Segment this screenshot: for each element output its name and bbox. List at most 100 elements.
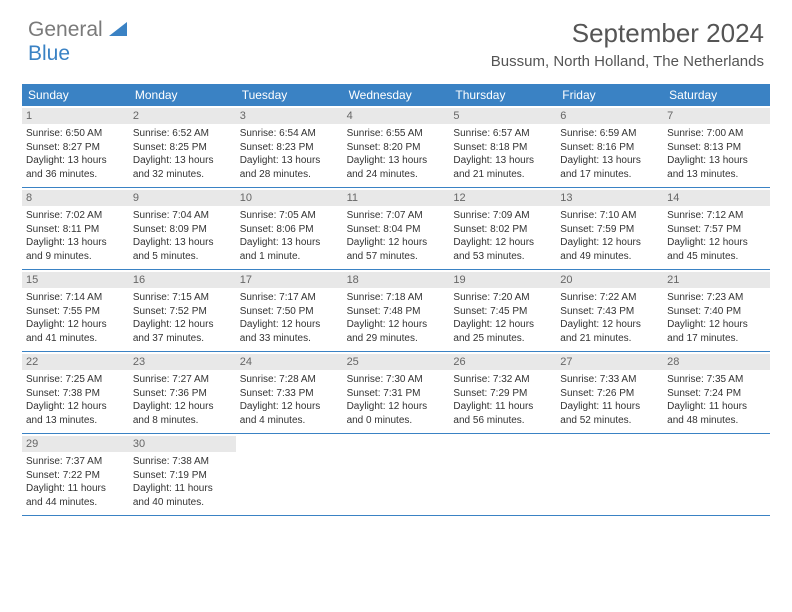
sunset-line: Sunset: 7:24 PM <box>667 387 766 401</box>
logo-triangle-icon <box>109 22 127 36</box>
header: General Blue September 2024 Bussum, Nort… <box>0 0 792 76</box>
day-cell: 24Sunrise: 7:28 AMSunset: 7:33 PMDayligh… <box>236 352 343 433</box>
day-cell: 26Sunrise: 7:32 AMSunset: 7:29 PMDayligh… <box>449 352 556 433</box>
sunset-line: Sunset: 7:36 PM <box>133 387 232 401</box>
week-row: 1Sunrise: 6:50 AMSunset: 8:27 PMDaylight… <box>22 106 770 188</box>
day-number: 18 <box>343 272 450 288</box>
sunset-line: Sunset: 7:33 PM <box>240 387 339 401</box>
sunrise-line: Sunrise: 7:05 AM <box>240 209 339 223</box>
daylight-line-2: and 36 minutes. <box>26 168 125 182</box>
sunrise-line: Sunrise: 7:33 AM <box>560 373 659 387</box>
daylight-line-2: and 4 minutes. <box>240 414 339 428</box>
daylight-line-2: and 28 minutes. <box>240 168 339 182</box>
sunset-line: Sunset: 8:02 PM <box>453 223 552 237</box>
daylight-line-2: and 45 minutes. <box>667 250 766 264</box>
day-cell: 8Sunrise: 7:02 AMSunset: 8:11 PMDaylight… <box>22 188 129 269</box>
sunset-line: Sunset: 8:06 PM <box>240 223 339 237</box>
sunset-line: Sunset: 7:57 PM <box>667 223 766 237</box>
sunrise-line: Sunrise: 7:18 AM <box>347 291 446 305</box>
daylight-line-1: Daylight: 12 hours <box>667 318 766 332</box>
daylight-line-2: and 21 minutes. <box>453 168 552 182</box>
day-number: 29 <box>22 436 129 452</box>
sunrise-line: Sunrise: 7:10 AM <box>560 209 659 223</box>
day-cell: 12Sunrise: 7:09 AMSunset: 8:02 PMDayligh… <box>449 188 556 269</box>
daylight-line-1: Daylight: 12 hours <box>240 318 339 332</box>
sunset-line: Sunset: 8:16 PM <box>560 141 659 155</box>
sunset-line: Sunset: 8:27 PM <box>26 141 125 155</box>
day-number: 21 <box>663 272 770 288</box>
daylight-line-2: and 13 minutes. <box>26 414 125 428</box>
daylight-line-1: Daylight: 11 hours <box>560 400 659 414</box>
sunrise-line: Sunrise: 7:32 AM <box>453 373 552 387</box>
daylight-line-2: and 5 minutes. <box>133 250 232 264</box>
daylight-line-1: Daylight: 13 hours <box>347 154 446 168</box>
daylight-line-2: and 53 minutes. <box>453 250 552 264</box>
day-number: 6 <box>556 108 663 124</box>
day-number: 16 <box>129 272 236 288</box>
day-cell: 21Sunrise: 7:23 AMSunset: 7:40 PMDayligh… <box>663 270 770 351</box>
weekday-header: Thursday <box>449 84 556 106</box>
day-number: 23 <box>129 354 236 370</box>
calendar: SundayMondayTuesdayWednesdayThursdayFrid… <box>22 84 770 516</box>
day-cell: 15Sunrise: 7:14 AMSunset: 7:55 PMDayligh… <box>22 270 129 351</box>
sunrise-line: Sunrise: 7:07 AM <box>347 209 446 223</box>
sunrise-line: Sunrise: 7:38 AM <box>133 455 232 469</box>
weekday-header: Saturday <box>663 84 770 106</box>
day-cell: 3Sunrise: 6:54 AMSunset: 8:23 PMDaylight… <box>236 106 343 187</box>
day-number: 7 <box>663 108 770 124</box>
daylight-line-1: Daylight: 11 hours <box>453 400 552 414</box>
day-number: 26 <box>449 354 556 370</box>
daylight-line-2: and 52 minutes. <box>560 414 659 428</box>
weekday-header-row: SundayMondayTuesdayWednesdayThursdayFrid… <box>22 84 770 106</box>
daylight-line-1: Daylight: 12 hours <box>560 236 659 250</box>
daylight-line-2: and 0 minutes. <box>347 414 446 428</box>
sunset-line: Sunset: 7:45 PM <box>453 305 552 319</box>
day-cell: 11Sunrise: 7:07 AMSunset: 8:04 PMDayligh… <box>343 188 450 269</box>
sunset-line: Sunset: 8:23 PM <box>240 141 339 155</box>
daylight-line-2: and 32 minutes. <box>133 168 232 182</box>
day-cell: 18Sunrise: 7:18 AMSunset: 7:48 PMDayligh… <box>343 270 450 351</box>
day-number: 15 <box>22 272 129 288</box>
day-cell: 7Sunrise: 7:00 AMSunset: 8:13 PMDaylight… <box>663 106 770 187</box>
sunrise-line: Sunrise: 7:00 AM <box>667 127 766 141</box>
logo-text-general: General <box>28 18 103 41</box>
sunset-line: Sunset: 7:19 PM <box>133 469 232 483</box>
sunrise-line: Sunrise: 7:35 AM <box>667 373 766 387</box>
sunrise-line: Sunrise: 6:54 AM <box>240 127 339 141</box>
daylight-line-1: Daylight: 12 hours <box>347 400 446 414</box>
sunset-line: Sunset: 8:09 PM <box>133 223 232 237</box>
day-number: 3 <box>236 108 343 124</box>
day-cell <box>449 434 556 515</box>
weekday-header: Friday <box>556 84 663 106</box>
daylight-line-1: Daylight: 13 hours <box>453 154 552 168</box>
sunset-line: Sunset: 7:26 PM <box>560 387 659 401</box>
daylight-line-1: Daylight: 13 hours <box>667 154 766 168</box>
daylight-line-2: and 17 minutes. <box>560 168 659 182</box>
logo-text-blue: Blue <box>28 42 70 65</box>
daylight-line-1: Daylight: 13 hours <box>26 236 125 250</box>
daylight-line-2: and 24 minutes. <box>347 168 446 182</box>
day-number: 2 <box>129 108 236 124</box>
sunrise-line: Sunrise: 7:28 AM <box>240 373 339 387</box>
sunset-line: Sunset: 8:20 PM <box>347 141 446 155</box>
daylight-line-1: Daylight: 12 hours <box>560 318 659 332</box>
day-cell: 27Sunrise: 7:33 AMSunset: 7:26 PMDayligh… <box>556 352 663 433</box>
daylight-line-1: Daylight: 12 hours <box>240 400 339 414</box>
sunrise-line: Sunrise: 6:59 AM <box>560 127 659 141</box>
day-number: 13 <box>556 190 663 206</box>
day-cell: 16Sunrise: 7:15 AMSunset: 7:52 PMDayligh… <box>129 270 236 351</box>
daylight-line-2: and 21 minutes. <box>560 332 659 346</box>
day-cell: 13Sunrise: 7:10 AMSunset: 7:59 PMDayligh… <box>556 188 663 269</box>
daylight-line-2: and 33 minutes. <box>240 332 339 346</box>
daylight-line-1: Daylight: 12 hours <box>453 236 552 250</box>
day-cell: 19Sunrise: 7:20 AMSunset: 7:45 PMDayligh… <box>449 270 556 351</box>
sunset-line: Sunset: 7:48 PM <box>347 305 446 319</box>
daylight-line-2: and 17 minutes. <box>667 332 766 346</box>
logo: General Blue <box>28 18 127 66</box>
sunrise-line: Sunrise: 6:55 AM <box>347 127 446 141</box>
daylight-line-1: Daylight: 13 hours <box>240 236 339 250</box>
daylight-line-1: Daylight: 13 hours <box>133 236 232 250</box>
daylight-line-2: and 48 minutes. <box>667 414 766 428</box>
daylight-line-1: Daylight: 12 hours <box>133 400 232 414</box>
daylight-line-2: and 57 minutes. <box>347 250 446 264</box>
